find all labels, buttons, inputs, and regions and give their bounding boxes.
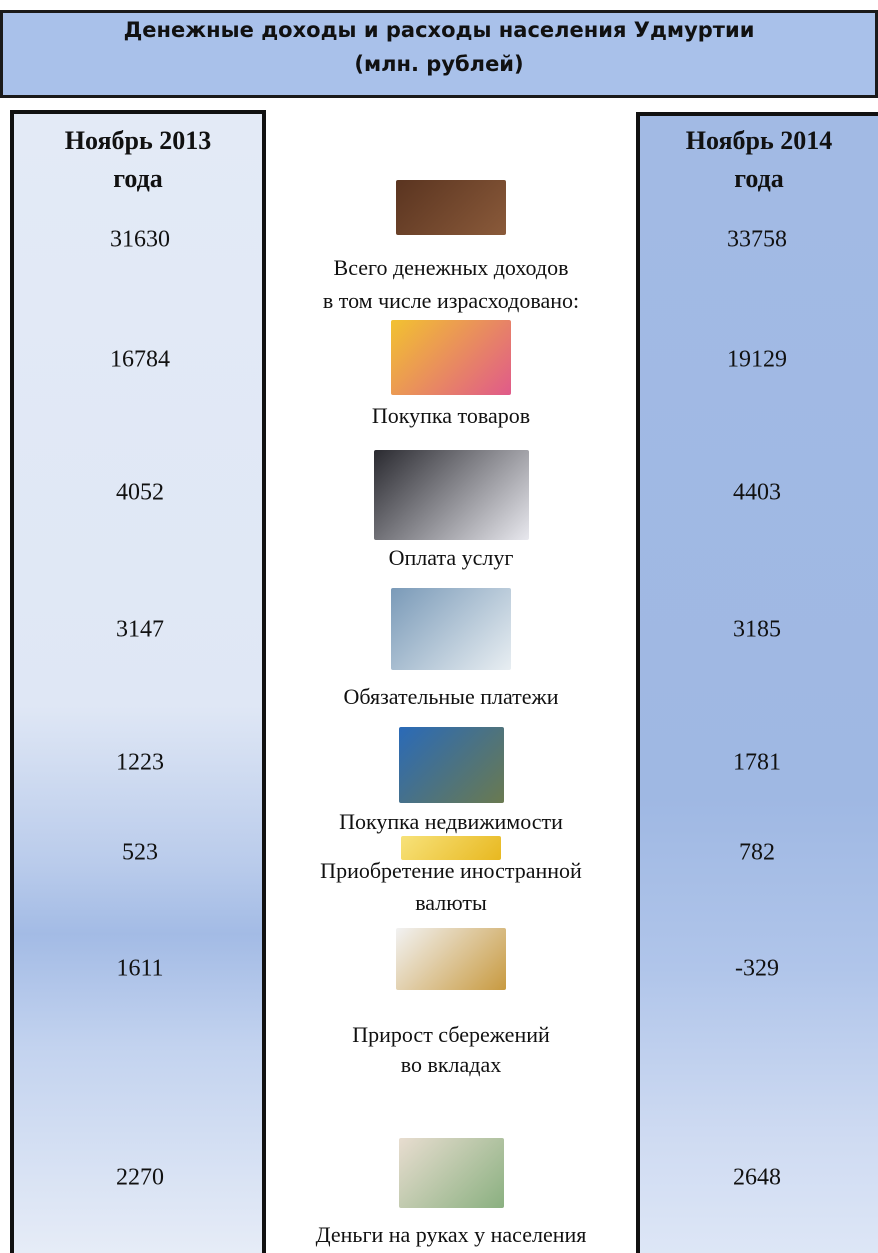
row-label: Всего денежных доходов (333, 255, 569, 280)
row-image (398, 1138, 504, 1208)
row-image (373, 450, 529, 540)
row-image (401, 836, 501, 860)
row-label: Приобретение иностранной (320, 858, 582, 883)
right-value: 1781 (733, 749, 781, 776)
row-label: Обязательные платежи (343, 684, 559, 709)
left-value: 16784 (110, 346, 170, 373)
row-label: Покупка недвижимости (339, 809, 563, 834)
right-value: 19129 (727, 346, 787, 373)
right-value: 2648 (733, 1164, 781, 1191)
row-image (391, 588, 511, 670)
header: Денежные доходы и расходы населения Удму… (0, 10, 878, 98)
row-label: в том числе израсходовано: (322, 288, 580, 313)
column-header: Ноябрь 2014 (685, 126, 833, 155)
left-value: 523 (122, 839, 158, 866)
row-label: во вкладах (400, 1052, 502, 1077)
left-value: 1223 (116, 749, 164, 776)
row-label: Деньги на руках у населения (315, 1222, 587, 1247)
right-value: 3185 (733, 616, 781, 643)
right-value: -329 (735, 955, 779, 982)
left-value: 3147 (116, 616, 164, 643)
left-column: Ноябрь 2013 года (10, 110, 266, 1253)
row-label: Покупка товаров (371, 403, 531, 428)
row-label: Прирост сбережений (352, 1022, 550, 1047)
column-header: года (113, 164, 163, 193)
column-header: Ноябрь 2013 (64, 126, 212, 155)
left-value: 1611 (116, 955, 164, 982)
right-value: 782 (739, 839, 775, 866)
left-value: 4052 (116, 479, 164, 506)
column-header: года (734, 164, 784, 193)
row-image (396, 180, 506, 235)
right-value: 4403 (733, 479, 781, 506)
title-line: Денежные доходы и расходы населения Удму… (123, 18, 755, 42)
row-image (391, 320, 511, 395)
title-line: (млн. рублей) (354, 52, 524, 76)
row-image (396, 928, 506, 990)
right-value: 33758 (727, 226, 787, 253)
row-label: Оплата услуг (388, 545, 514, 570)
left-value: 31630 (110, 226, 170, 253)
right-column: Ноябрь 2014 года (636, 112, 878, 1253)
row-image (398, 727, 504, 803)
row-label: валюты (415, 890, 487, 915)
left-value: 2270 (116, 1164, 164, 1191)
